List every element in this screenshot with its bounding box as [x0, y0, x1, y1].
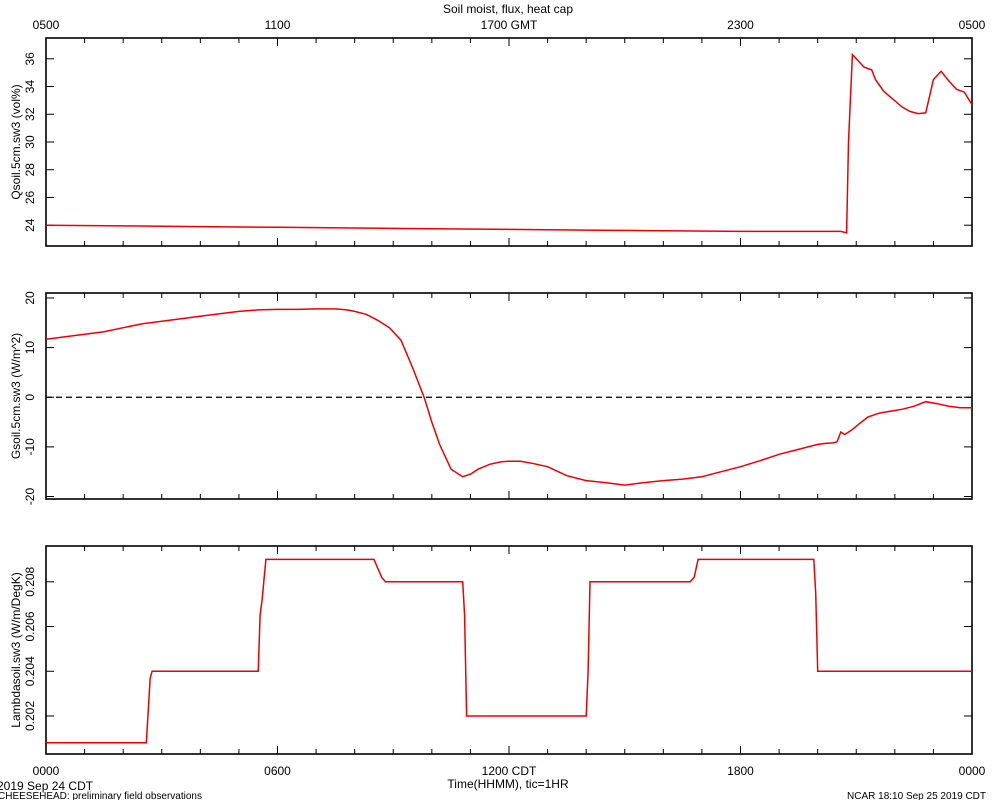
panel-soil-moisture: 24 26 28 30 32 34 36 Qsoil.5cm.sw3 (vol%)	[9, 37, 973, 247]
y-tick-label: 28	[23, 163, 37, 177]
y-tick-label: 0.206	[23, 611, 37, 641]
y-tick-label: 32	[23, 107, 37, 121]
y-axis-label: Gsoil.5cm.sw3 (W/m^2)	[9, 333, 23, 459]
y-tick-label: 30	[23, 135, 37, 149]
top-axis: 0500 1100 1700 GMT 2300 0500	[33, 18, 986, 32]
bottom-axis: 0000 0600 1200 CDT 1800 0000	[33, 764, 986, 778]
y-axis-label: Qsoil.5cm.sw3 (vol%)	[9, 84, 23, 199]
y-tick-label: 0.202	[23, 701, 37, 731]
bottom-tick-label: 0000	[959, 764, 986, 778]
y-tick-label: 20	[23, 291, 37, 305]
series-line	[45, 308, 972, 486]
y-tick-label: 26	[23, 190, 37, 204]
y-tick-label: 24	[23, 218, 37, 232]
y-tick-label: 34	[23, 80, 37, 94]
top-tick-label: 0500	[959, 18, 986, 32]
date-label: 2019 Sep 24 CDT	[0, 779, 94, 793]
y-tick-label: 0.208	[23, 566, 37, 596]
chart-title: Soil moist, flux, heat cap	[443, 2, 573, 16]
top-tick-label: 2300	[727, 18, 754, 32]
panel-frame	[45, 37, 973, 247]
y-tick-label: 36	[23, 52, 37, 66]
panel-frame	[45, 292, 973, 500]
bottom-tick-label: 1200 CDT	[482, 764, 537, 778]
y-tick-label: 0	[23, 394, 37, 401]
y-tick-label: 10	[23, 341, 37, 355]
panel-soil-heat-flux: -20 -10 0 10 20 Gsoil.5cm.sw3 (W/m^2)	[9, 291, 973, 506]
top-tick-label: 1700 GMT	[481, 18, 538, 32]
bottom-tick-label: 0000	[33, 764, 60, 778]
y-tick-label: -10	[23, 438, 37, 456]
footer-right: NCAR 18:10 Sep 25 2019 CDT	[847, 791, 986, 800]
top-tick-label: 0500	[33, 18, 60, 32]
y-tick-label: 0.204	[23, 656, 37, 686]
y-axis-label: Lambdasoil.sw3 (W/m/DegK)	[9, 572, 23, 727]
series-line	[45, 52, 973, 234]
bottom-tick-label: 1800	[727, 764, 754, 778]
bottom-tick-label: 0600	[264, 764, 291, 778]
y-tick-label: -20	[23, 488, 37, 506]
x-axis-label: Time(HHMM), tic=1HR	[447, 777, 569, 791]
footer-left: CHEESEHEAD: preliminary field observatio…	[0, 791, 202, 800]
top-tick-label: 1100	[265, 18, 291, 32]
series-line	[46, 558, 972, 744]
panel-frame	[45, 545, 973, 755]
